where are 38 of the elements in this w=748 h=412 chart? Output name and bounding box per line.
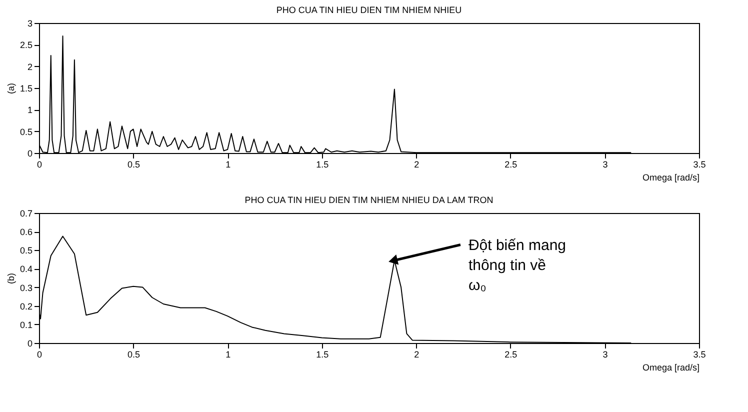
x-axis-title: Omega [rad/s] [642, 172, 700, 182]
y-tick-label: 0 [27, 148, 32, 158]
x-tick-label: 0.5 [128, 160, 140, 170]
x-tick-label: 3 [602, 350, 608, 360]
y-tick-label: 0.7 [20, 208, 32, 218]
y-axis-title: (a) [6, 83, 16, 94]
x-tick-label: 0 [36, 350, 42, 360]
x-tick-label: 0.5 [128, 350, 140, 360]
x-tick-label: 3.5 [693, 350, 706, 360]
y-tick-label: 0.5 [20, 126, 32, 137]
x-axis-title: Omega [rad/s] [642, 362, 700, 372]
y-tick-label: 0.6 [20, 227, 32, 238]
x-tick-label: 1.5 [316, 350, 329, 360]
y-tick-label: 0.2 [20, 301, 32, 312]
x-tick-label: 2.5 [504, 160, 518, 170]
annotation: Đột biến mang thông tin về ω₀ [468, 236, 566, 294]
y-tick-label: 1.5 [20, 84, 32, 94]
y-tick-label: 0.4 [20, 264, 32, 274]
y-tick-label: 0 [27, 338, 32, 348]
y-tick-label: 0.5 [20, 246, 32, 256]
chart-title: PHO CUA TIN HIEU DIEN TIM NHIEM NHIEU DA LAM TRON [244, 195, 494, 205]
chart-title: PHO CUA TIN HIEU DIEN TIM NHIEM NHIEU [276, 5, 462, 15]
x-tick-label: 2 [414, 350, 420, 360]
x-tick-label: 3.5 [693, 160, 706, 170]
y-tick-label: 2.5 [20, 40, 32, 50]
y-tick-label: 3 [27, 18, 32, 28]
x-tick-label: 0 [36, 160, 42, 170]
x-tick-label: 1 [226, 350, 231, 360]
y-tick-label: 1 [27, 105, 32, 116]
x-tick-label: 2.5 [504, 350, 518, 360]
y-tick-label: 2 [27, 62, 32, 72]
x-tick-label: 2 [414, 160, 420, 170]
x-tick-label: 1 [226, 160, 231, 170]
y-tick-label: 0.3 [20, 282, 32, 293]
x-tick-label: 1.5 [316, 160, 329, 170]
x-tick-label: 3 [602, 160, 608, 170]
y-tick-label: 0.1 [20, 320, 32, 330]
y-axis-title: (b) [6, 273, 16, 284]
